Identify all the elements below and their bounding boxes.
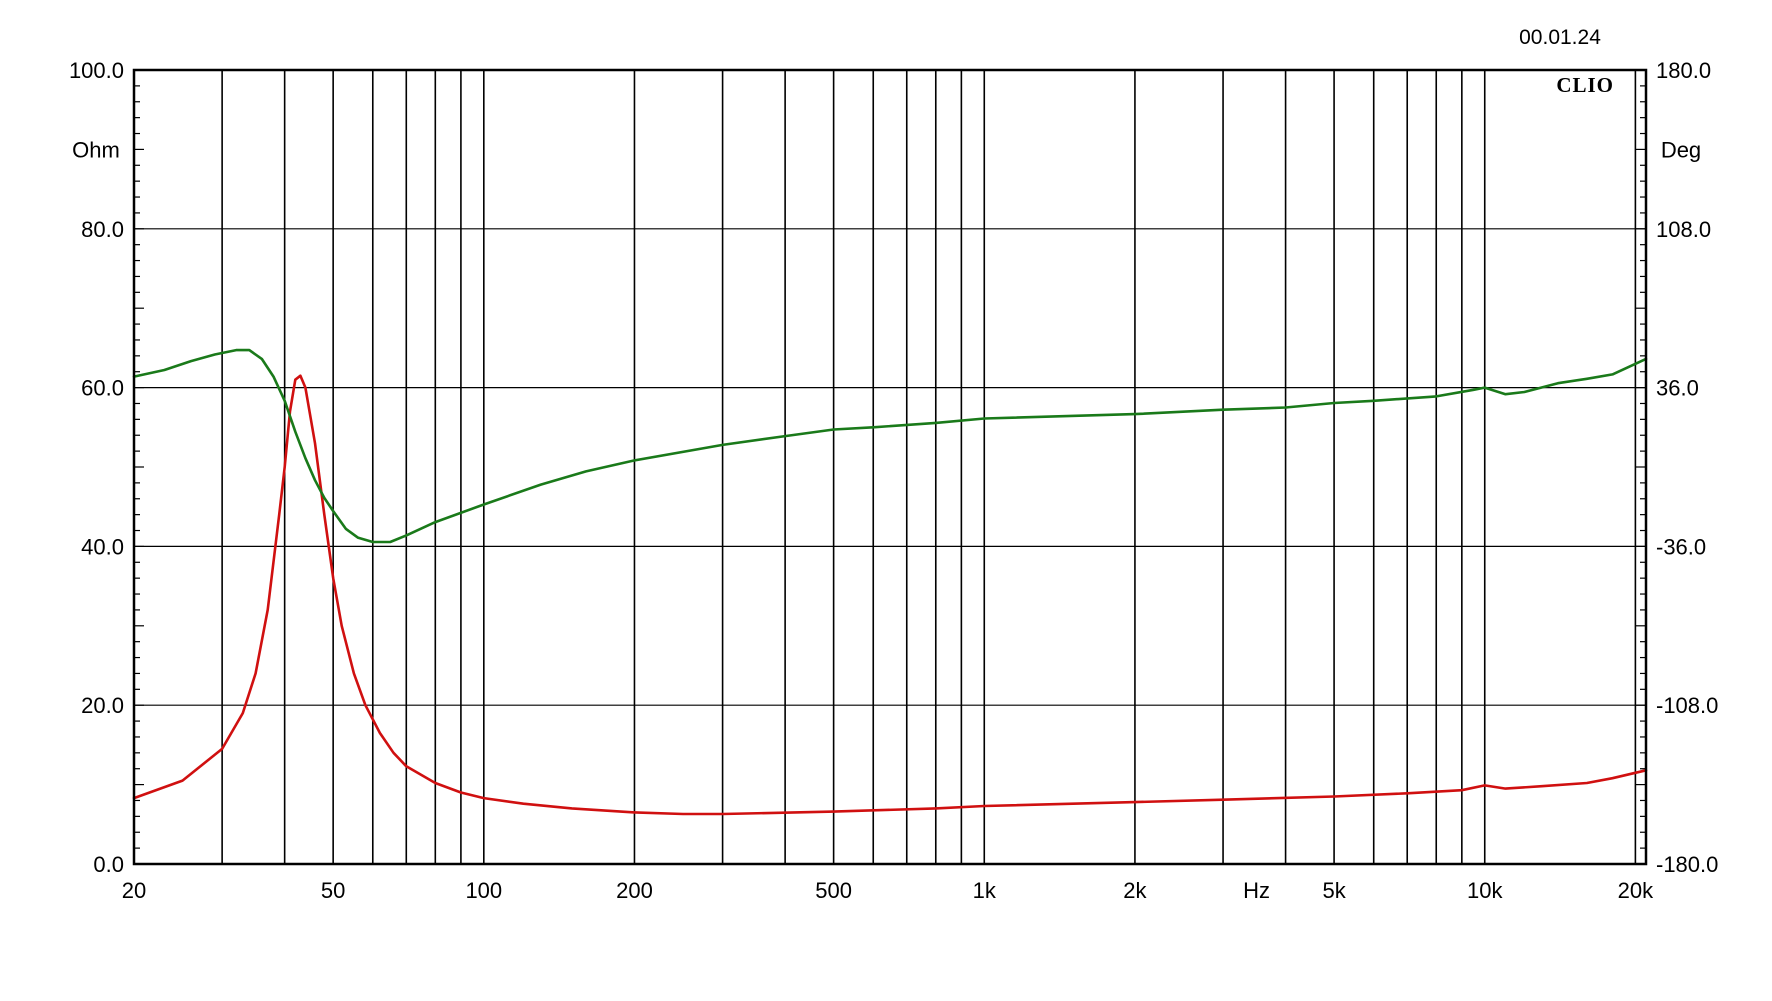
plot-frame xyxy=(132,68,1648,866)
x-axis-unit: Hz xyxy=(1243,878,1270,903)
left-tick-label: 0.0 xyxy=(93,852,124,877)
x-axis: 20 50 100 200 500 1k 2k 5k 10k 20k Hz xyxy=(122,878,1654,903)
left-tick-label: 40.0 xyxy=(81,534,124,559)
left-tick-label: 20.0 xyxy=(81,693,124,718)
x-tick-label: 10k xyxy=(1467,878,1503,903)
right-axis-unit: Deg xyxy=(1661,137,1701,162)
date-stamp: 00.01.24 xyxy=(1519,26,1601,49)
x-tick-label: 2k xyxy=(1123,878,1147,903)
right-tick-label: -180.0 xyxy=(1656,852,1718,877)
left-tick-label: 60.0 xyxy=(81,376,124,401)
right-axis: -180.0 -108.0 -36.0 36.0 108.0 180.0 Deg xyxy=(1656,58,1718,877)
grid xyxy=(133,69,1647,865)
phase-curve xyxy=(132,348,1648,544)
series-group xyxy=(132,348,1648,816)
left-tick-label: 100.0 xyxy=(69,58,124,83)
x-tick-label: 5k xyxy=(1322,878,1346,903)
x-tick-label: 20k xyxy=(1618,878,1654,903)
x-tick-label: 500 xyxy=(815,878,852,903)
right-tick-label: 108.0 xyxy=(1656,217,1711,242)
right-tick-label: -108.0 xyxy=(1656,693,1718,718)
x-tick-label: 1k xyxy=(973,878,997,903)
right-tick-label: 180.0 xyxy=(1656,58,1711,83)
impedance-curve xyxy=(132,374,1648,816)
x-tick-label: 50 xyxy=(321,878,345,903)
clio-logo: CLIO xyxy=(1556,73,1614,97)
x-tick-label: 200 xyxy=(616,878,653,903)
right-tick-label: -36.0 xyxy=(1656,534,1706,559)
left-axis-unit: Ohm xyxy=(72,137,120,162)
x-tick-label: 20 xyxy=(122,878,146,903)
left-tick-label: 80.0 xyxy=(81,217,124,242)
x-tick-label: 100 xyxy=(465,878,502,903)
right-tick-label: 36.0 xyxy=(1656,376,1699,401)
left-axis: 0.0 20.0 40.0 60.0 80.0 100.0 Ohm xyxy=(69,58,124,877)
